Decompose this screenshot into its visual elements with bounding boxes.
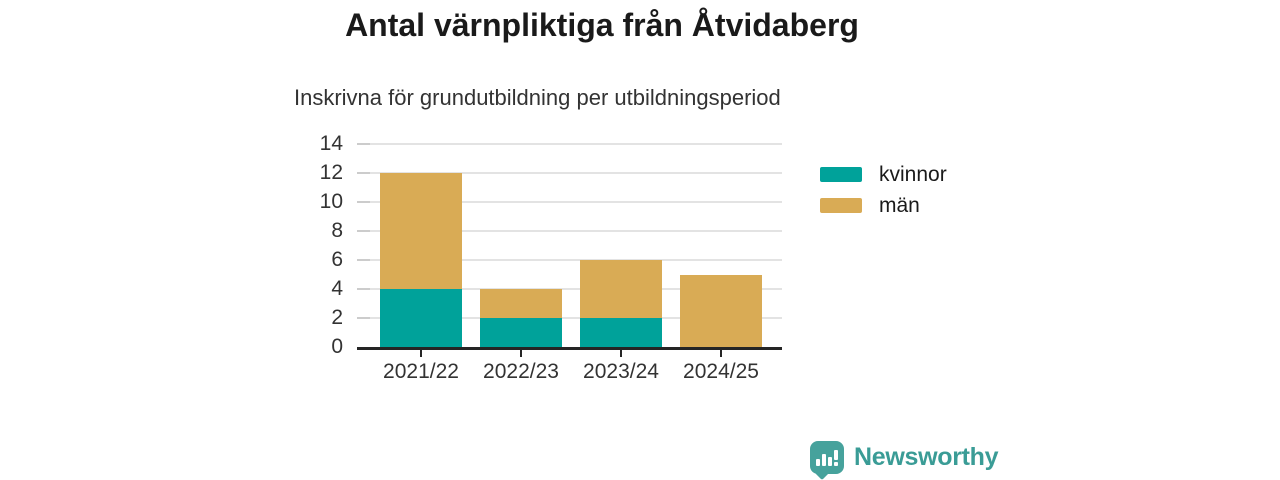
speech-bubble-tail — [814, 465, 830, 480]
y-axis-tick — [357, 172, 370, 174]
gridline — [357, 230, 782, 232]
exclamation-bar — [834, 450, 838, 460]
mini-bar-1 — [816, 459, 820, 466]
newsworthy-logo: Newsworthy — [810, 441, 999, 480]
x-tick-label: 2021/22 — [383, 360, 459, 383]
gridline — [357, 201, 782, 203]
y-axis-tick — [357, 230, 370, 232]
y-axis-tick — [357, 288, 370, 290]
legend-label: kvinnor — [879, 163, 947, 186]
x-axis-tick — [520, 350, 522, 357]
y-tick-label: 0 — [331, 335, 343, 358]
chart-subtitle: Inskrivna för grundutbildning per utbild… — [294, 85, 781, 110]
legend-swatch — [820, 167, 862, 182]
gridline — [357, 143, 782, 145]
y-axis-tick — [357, 201, 370, 203]
bar-segment-män — [480, 289, 562, 318]
exclamation-icon — [834, 450, 838, 466]
bar-segment-kvinnor — [380, 289, 462, 347]
chart-title: Antal värnpliktiga från Åtvidaberg — [345, 7, 859, 43]
plot-area: 0 2 4 6 8 10 12 14 2021/22 2022/23 2023/24 2024/25 — [320, 133, 782, 383]
y-tick-label: 14 — [319, 132, 343, 155]
x-axis-tick — [420, 350, 422, 357]
y-axis-tick — [357, 259, 370, 261]
x-tick-label: 2022/23 — [483, 360, 559, 383]
y-tick-label: 6 — [331, 248, 343, 271]
legend-label: män — [879, 194, 920, 217]
bar-chart-speech-bubble-icon — [810, 441, 844, 480]
bar-segment-män — [680, 274, 762, 347]
exclamation-dot — [834, 462, 838, 466]
y-axis-tick — [357, 143, 370, 145]
gridline — [357, 172, 782, 174]
bar-segment-män — [380, 173, 462, 289]
bar-segment-män — [580, 260, 662, 318]
legend: kvinnor män — [820, 164, 947, 226]
x-axis-tick — [720, 350, 722, 357]
bar-segment-kvinnor — [480, 318, 562, 347]
y-tick-label: 8 — [331, 219, 343, 242]
gridline — [357, 317, 782, 319]
y-tick-label: 10 — [319, 190, 343, 213]
y-tick-label: 12 — [319, 161, 343, 184]
x-tick-label: 2024/25 — [683, 360, 759, 383]
gridline — [357, 288, 782, 290]
mini-bar-2 — [822, 454, 826, 466]
x-tick-label: 2023/24 — [583, 360, 659, 383]
y-axis-tick — [357, 317, 370, 319]
legend-swatch — [820, 198, 862, 213]
y-tick-label: 2 — [331, 306, 343, 329]
y-tick-label: 4 — [331, 277, 343, 300]
mini-bar-3 — [828, 457, 832, 466]
legend-item: män — [820, 195, 947, 216]
legend-item: kvinnor — [820, 164, 947, 185]
gridline — [357, 259, 782, 261]
newsworthy-logo-text: Newsworthy — [854, 443, 999, 471]
bar-segment-kvinnor — [580, 318, 662, 347]
x-axis-tick — [620, 350, 622, 357]
